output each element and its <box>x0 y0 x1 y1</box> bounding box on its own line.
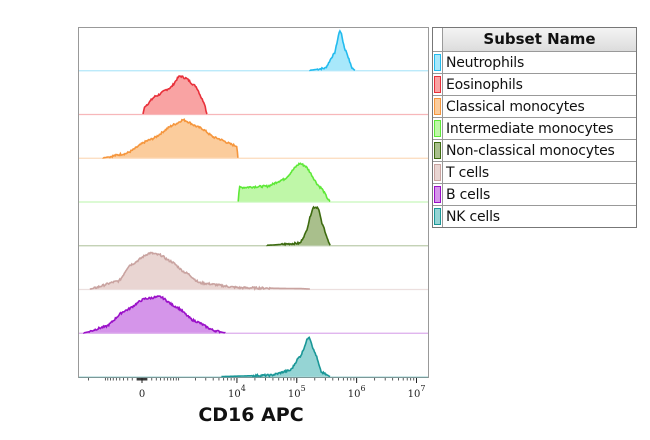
tick-exponent: 6 <box>360 384 365 393</box>
legend-swatch <box>434 208 441 225</box>
legend-swatch-cell <box>433 162 443 183</box>
histogram-outline <box>309 29 356 72</box>
histogram-fill <box>89 252 310 289</box>
tick-label: 105 <box>288 384 306 400</box>
legend-swatch <box>434 186 441 203</box>
histogram-outline <box>83 295 226 334</box>
legend: Subset Name Neutrophils Eosinophils Classi… <box>432 27 637 228</box>
legend-item: Classical monocytes <box>433 96 636 118</box>
legend-item: T cells <box>433 162 636 184</box>
tick-exponent: 5 <box>301 384 306 393</box>
legend-swatch-cell <box>433 206 443 227</box>
legend-item: Non-classical monocytes <box>433 140 636 162</box>
legend-item: Intermediate monocytes <box>433 118 636 140</box>
histogram-outline <box>142 75 208 115</box>
histogram-fill <box>221 337 331 377</box>
legend-label: T cells <box>446 164 489 181</box>
histogram-intermediate-monocytes <box>79 162 428 203</box>
legend-label: B cells <box>446 186 491 203</box>
legend-swatch <box>434 164 441 181</box>
histogram-fill <box>238 163 331 202</box>
histogram-eosinophils <box>79 75 428 116</box>
legend-item: B cells <box>433 184 636 206</box>
histogram-neutrophils <box>79 29 428 72</box>
legend-item: NK cells <box>433 206 636 227</box>
legend-swatch <box>434 120 441 137</box>
histogram-fill <box>143 76 207 114</box>
legend-swatch-cell <box>433 96 443 117</box>
legend-swatch-cell <box>433 140 443 161</box>
legend-title: Subset Name <box>443 28 636 51</box>
histogram-t-cells <box>79 251 428 291</box>
legend-label: Neutrophils <box>446 54 525 71</box>
histogram-b-cells <box>79 295 428 334</box>
histogram-outline <box>102 118 239 159</box>
legend-label: Eosinophils <box>446 76 523 93</box>
legend-swatch-cell <box>433 52 443 73</box>
histogram-nk-cells <box>79 336 428 378</box>
legend-label: Non-classical monocytes <box>446 142 615 159</box>
histogram-classical-monocytes <box>79 118 428 159</box>
histogram-outline <box>89 251 310 291</box>
legend-swatch-cell <box>433 118 443 139</box>
histogram-fill <box>83 296 225 333</box>
legend-label: NK cells <box>446 208 500 225</box>
legend-item: Neutrophils <box>433 52 636 74</box>
legend-item: Eosinophils <box>433 74 636 96</box>
legend-swatch <box>434 142 441 159</box>
legend-swatch-cell <box>433 184 443 205</box>
legend-swatch <box>434 76 441 93</box>
histogram-fill <box>309 31 355 71</box>
legend-swatch-cell <box>433 74 443 95</box>
histogram-outline <box>266 205 331 247</box>
tick-exponent: 4 <box>241 384 246 393</box>
legend-label: Intermediate monocytes <box>446 120 614 137</box>
tick-label: 106 <box>348 384 366 400</box>
histogram-outline <box>221 336 331 378</box>
histogram-non-classical-monocytes <box>79 205 428 247</box>
histogram-fill <box>267 207 331 246</box>
histogram-outline <box>237 162 331 203</box>
x-axis-label: CD16 APC <box>198 404 304 426</box>
tick-exponent: 7 <box>420 384 425 393</box>
legend-label: Classical monocytes <box>446 98 585 115</box>
legend-swatch <box>434 98 441 115</box>
tick-label: 104 <box>228 384 246 400</box>
x-axis: 0 104 105 106 107 <box>88 378 426 400</box>
legend-swatch <box>434 54 441 71</box>
tick-label: 0 <box>139 389 145 400</box>
tick-label: 107 <box>408 384 426 400</box>
